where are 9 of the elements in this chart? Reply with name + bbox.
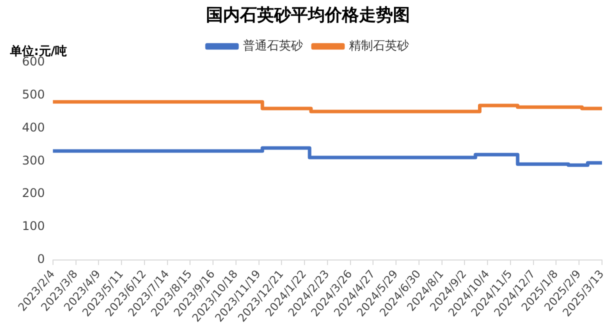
y-tick-label: 300 (22, 153, 45, 168)
y-tick-label: 500 (22, 87, 45, 102)
chart-title: 国内石英砂平均价格走势图 (206, 6, 410, 26)
y-tick-label: 100 (22, 219, 45, 234)
y-tick-label: 400 (22, 120, 45, 134)
legend-label: 普通石英砂 (243, 38, 303, 53)
y-tick-label: 0 (37, 252, 45, 266)
legend-label: 精制石英砂 (349, 38, 409, 53)
y-tick-label: 200 (22, 186, 45, 200)
